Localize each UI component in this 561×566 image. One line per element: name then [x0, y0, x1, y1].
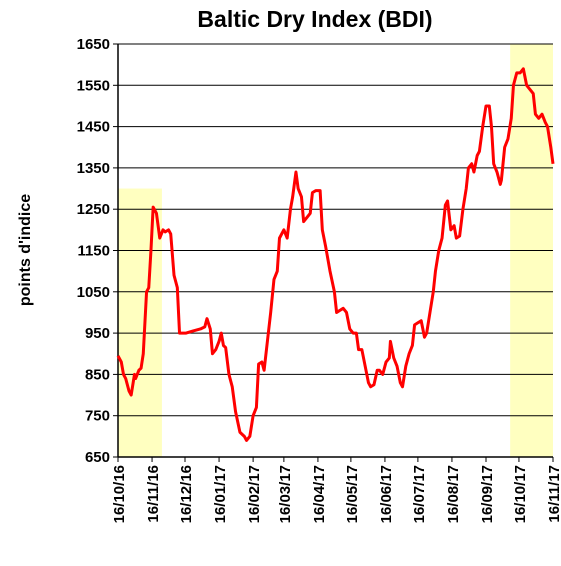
y-tick-label: 650 — [85, 449, 110, 466]
y-tick-label: 1450 — [77, 119, 110, 136]
y-tick-label: 1550 — [77, 77, 110, 94]
x-tick-label: 16/01/17 — [212, 465, 229, 523]
x-tick-label: 16/09/17 — [479, 465, 496, 523]
x-tick-label: 16/02/17 — [246, 465, 263, 523]
x-tick-label: 16/11/16 — [145, 465, 162, 523]
x-tick-label: 16/12/16 — [178, 465, 195, 523]
y-tick-label: 850 — [85, 366, 110, 383]
y-axis-label: points d'indice — [17, 194, 34, 306]
x-tick-label: 16/10/16 — [111, 465, 128, 523]
x-tick-label: 16/08/17 — [445, 465, 462, 523]
highlight-region — [118, 188, 162, 458]
x-tick-label: 16/03/17 — [277, 465, 294, 523]
y-tick-label: 1350 — [77, 160, 110, 177]
y-tick-label: 1050 — [77, 284, 110, 301]
x-tick-label: 16/10/17 — [512, 465, 529, 523]
y-tick-label: 1250 — [77, 201, 110, 218]
x-tick-label: 16/04/17 — [311, 465, 328, 523]
y-tick-label: 1650 — [77, 36, 110, 53]
x-tick-label: 16/07/17 — [411, 465, 428, 523]
x-tick-label: 16/06/17 — [378, 465, 395, 523]
data-line — [116, 67, 555, 442]
x-tick-label: 16/11/17 — [546, 465, 561, 523]
x-tick-label: 16/05/17 — [344, 465, 361, 523]
y-tick-label: 750 — [85, 408, 110, 425]
chart-title: Baltic Dry Index (BDI) — [197, 6, 432, 32]
y-tick-label: 1150 — [77, 243, 110, 260]
y-tick-label: 950 — [85, 325, 110, 342]
